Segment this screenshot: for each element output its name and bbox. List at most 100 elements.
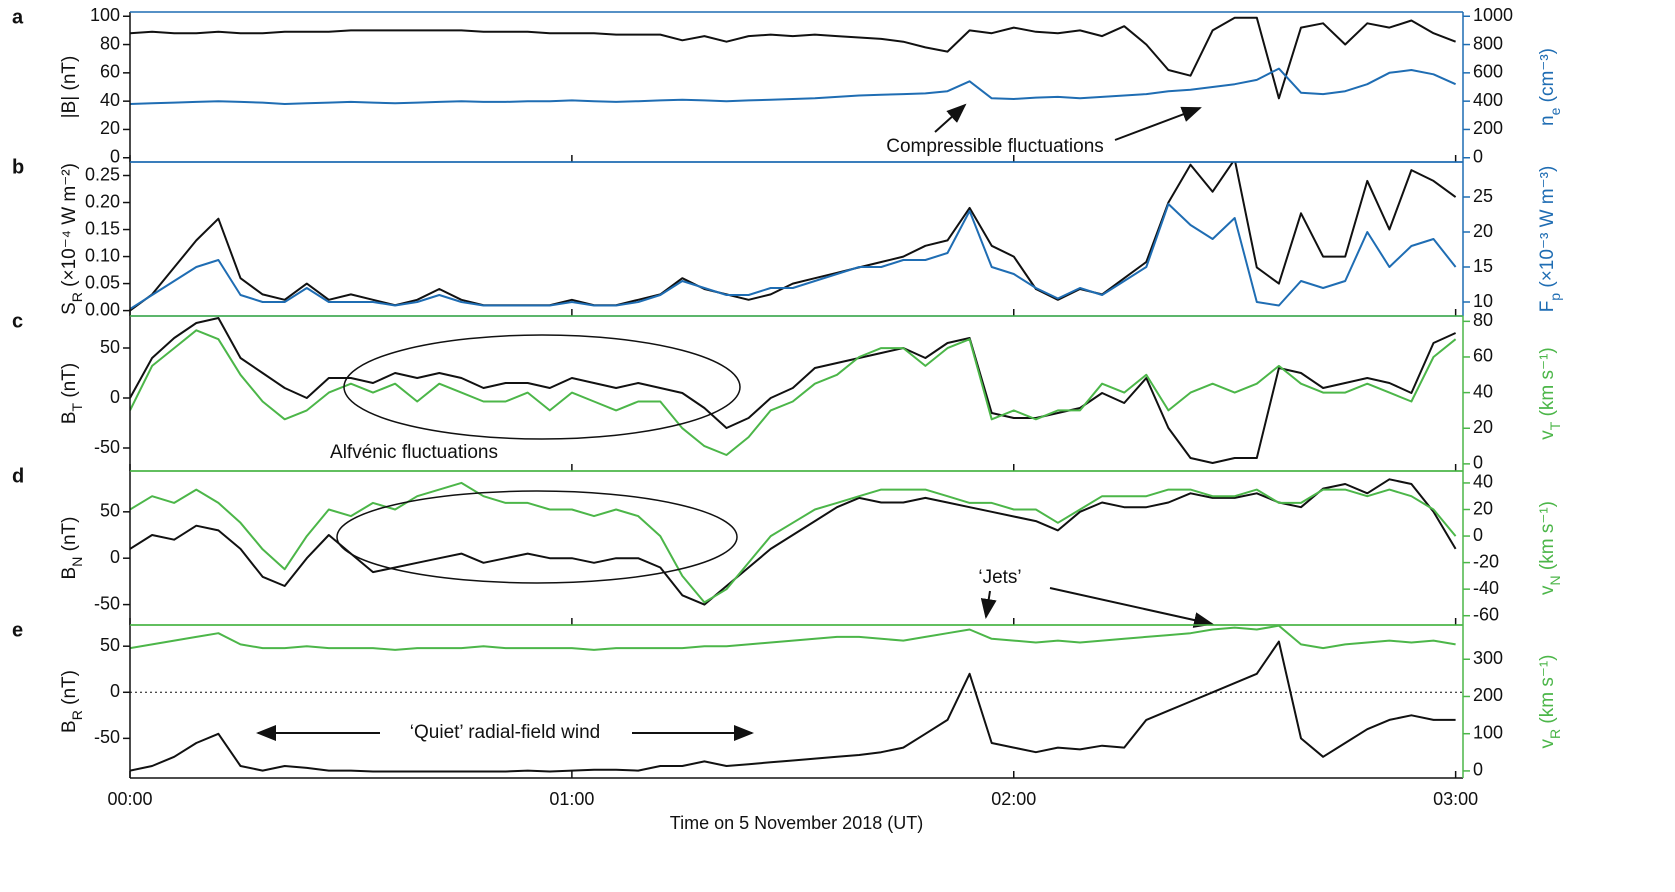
y-tick-label: 50: [100, 635, 120, 655]
label-part: (cm⁻³): [1537, 48, 1558, 108]
y2-tick-label: 60: [1473, 346, 1493, 366]
x-axis-label: Time on 5 November 2018 (UT): [670, 813, 923, 833]
label-part: R: [69, 292, 85, 302]
y2-tick-label: -60: [1473, 604, 1499, 624]
annotation: ‘Jets’: [978, 567, 1021, 588]
annotation: ‘Quiet’ radial-field wind: [410, 722, 600, 743]
series-line: [130, 16, 1456, 100]
ellipse: [336, 490, 738, 584]
y-axis-label: |B| (nT): [59, 56, 80, 119]
y-tick-label: -50: [94, 437, 120, 457]
y2-tick-label: 80: [1473, 310, 1493, 330]
panel: b 0.00 0.05 0.10 0.15 0.20 0.25 10 15 20 25: [12, 156, 1493, 319]
y-tick-label: 50: [100, 501, 120, 521]
y2-tick-label: 10: [1473, 291, 1493, 311]
y2-tick-label: 800: [1473, 33, 1503, 53]
annotation: Alfvénic fluctuations: [330, 442, 498, 463]
label-part: N: [1547, 575, 1563, 585]
series-line: [130, 67, 1457, 105]
label-part: R: [1547, 729, 1563, 739]
y-tick-label: 80: [100, 33, 120, 53]
label-part: (km s⁻¹): [1537, 501, 1558, 575]
series-line: [130, 625, 1456, 651]
y-axis-label: BR (nT): [59, 670, 85, 733]
series-line: [130, 317, 1457, 464]
arrow: [934, 103, 967, 133]
label-part: T: [69, 402, 85, 411]
y-tick-label: 0: [110, 387, 120, 407]
y-tick-label: 0: [110, 547, 120, 567]
panel-label: b: [12, 156, 24, 178]
label-part: N: [69, 557, 85, 567]
y2-tick-label: 40: [1473, 472, 1493, 492]
label-part: p: [1547, 293, 1563, 301]
series-line: [130, 481, 1457, 604]
panel: c -50 0 50 0 20 40 60 80 Alfvénic fluctuations: [12, 310, 1493, 473]
label-part: B: [59, 567, 80, 580]
x-tick-label: 01:00: [549, 789, 594, 809]
label-part: (km s⁻¹): [1537, 347, 1558, 421]
y-tick-label: 40: [100, 90, 120, 110]
y-tick-label: 0: [110, 147, 120, 167]
y-tick-label: 100: [90, 5, 120, 25]
ellipse: [343, 334, 741, 440]
series-line: [130, 162, 1457, 312]
y2-axis-label: vR (km s⁻¹): [1537, 654, 1563, 748]
label-part: (nT): [59, 670, 80, 710]
y-tick-label: 0.20: [85, 191, 120, 211]
y2-tick-label: 0: [1473, 525, 1483, 545]
y2-tick-label: 300: [1473, 648, 1503, 668]
label-part: v: [1537, 585, 1558, 595]
y-axis-label: SR (×10⁻⁴ W m⁻²): [59, 163, 85, 315]
panel-label: c: [12, 310, 23, 332]
y2-tick-label: 0: [1473, 453, 1483, 473]
panel: e -50 0 50 0 100 200 300 00:00 01:00 02:00 03:00 Tim…: [12, 619, 1503, 832]
y-axis-label: BN (nT): [59, 517, 85, 580]
label-part: v: [1537, 430, 1558, 440]
label-part: n: [1537, 115, 1558, 126]
y2-tick-label: 0: [1473, 147, 1483, 167]
y-tick-label: 0.00: [85, 299, 120, 319]
series-line: [130, 203, 1457, 310]
label-part: (km s⁻¹): [1537, 654, 1558, 728]
label-part: v: [1537, 739, 1558, 749]
label-part: e: [1547, 107, 1563, 115]
panel-label: a: [12, 6, 24, 28]
y-tick-label: 0.10: [85, 245, 120, 265]
y-tick-label: 50: [100, 337, 120, 357]
y2-tick-label: 20: [1473, 498, 1493, 518]
y-tick-label: -50: [94, 593, 120, 613]
panel: a02040608010002004006008001000Compressib…: [12, 5, 1513, 167]
y2-tick-label: 40: [1473, 381, 1493, 401]
y2-tick-label: 20: [1473, 417, 1493, 437]
y2-tick-label: 20: [1473, 221, 1493, 241]
label-part: |B| (nT): [59, 56, 80, 119]
y-tick-label: 20: [100, 118, 120, 138]
label-part: (×10⁻⁴ W m⁻²): [59, 163, 80, 292]
label-part: (nT): [59, 517, 80, 557]
y-axis-label: BT (nT): [59, 363, 85, 424]
annotation: Compressible fluctuations: [886, 136, 1104, 157]
y2-tick-label: -40: [1473, 578, 1499, 598]
series-line: [130, 640, 1456, 773]
y2-tick-label: 15: [1473, 256, 1493, 276]
y2-tick-label: 0: [1473, 760, 1483, 780]
label-part: B: [59, 411, 80, 424]
panel: d -50 0 50 -60 -40 -20 0 20 40 ‘Jets’: [12, 465, 1499, 628]
y2-tick-label: 1000: [1473, 5, 1513, 25]
y2-tick-label: 200: [1473, 685, 1503, 705]
y2-tick-label: 25: [1473, 186, 1493, 206]
y-tick-label: 0.15: [85, 218, 120, 238]
panel-label: d: [12, 465, 24, 487]
y2-tick-label: 100: [1473, 722, 1503, 742]
y2-tick-label: 200: [1473, 118, 1503, 138]
arrow: [980, 590, 997, 619]
y-tick-label: 0.05: [85, 272, 120, 292]
label-part: (×10⁻³ W m⁻³): [1537, 166, 1558, 293]
y2-axis-label: Fp (×10⁻³ W m⁻³): [1537, 166, 1563, 313]
arrow: [1049, 587, 1214, 628]
y2-tick-label: 400: [1473, 90, 1503, 110]
y2-tick-label: 600: [1473, 62, 1503, 82]
arrow: [1114, 106, 1202, 141]
